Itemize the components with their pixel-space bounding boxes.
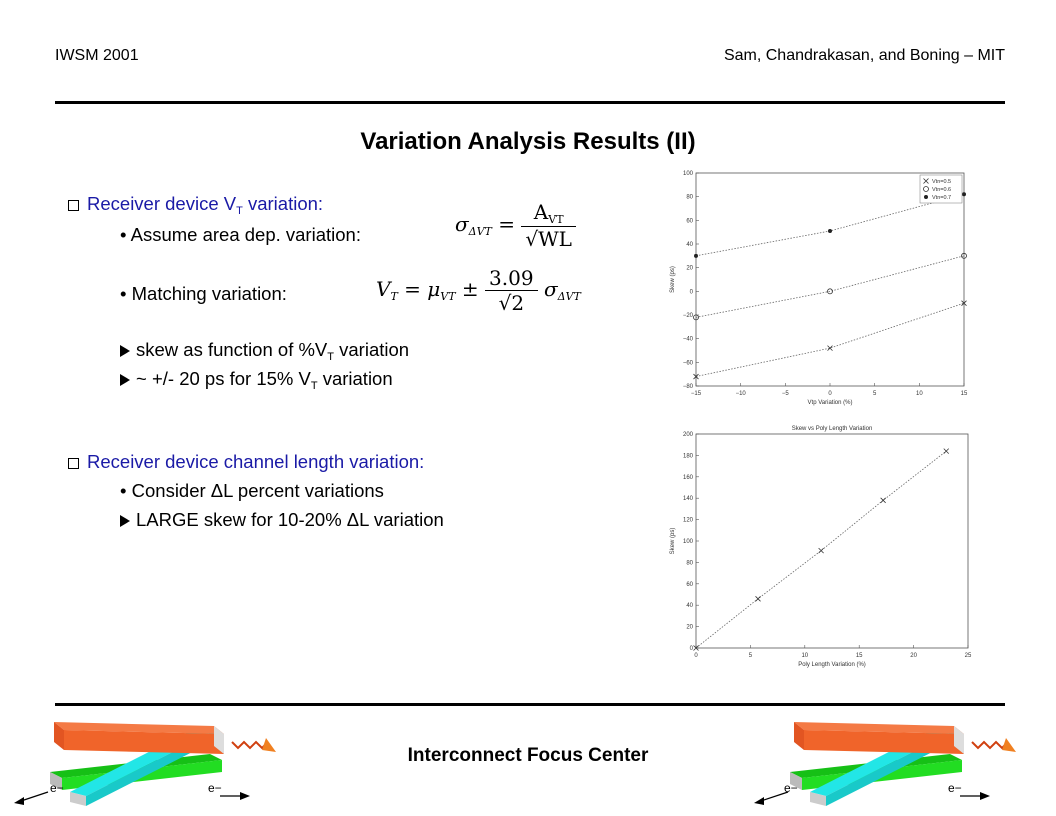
checkbox-bullet-icon [68, 458, 79, 469]
x-tick-label: 5 [873, 391, 877, 397]
data-point [827, 345, 833, 351]
series-line [695, 302, 965, 377]
y-tick-label: 60 [686, 582, 693, 588]
page-title: Variation Analysis Results (II) [360, 128, 696, 155]
series-line [695, 450, 947, 649]
y-axis-label: Skew (ps) [670, 528, 676, 555]
y-tick-label: −80 [683, 384, 694, 390]
data-point [755, 595, 761, 602]
data-point [962, 192, 966, 197]
y-tick-label: 160 [683, 475, 694, 481]
x-tick-label: 15 [961, 391, 968, 397]
data-point [880, 497, 886, 504]
y-tick-label: 100 [683, 539, 694, 545]
interconnect-logo-left: e− e− [14, 722, 276, 806]
arrow-bullet-icon [120, 374, 130, 386]
legend-entry: Vtn=0.7 [932, 195, 951, 201]
legend-marker [924, 195, 928, 199]
x-tick-label: 10 [801, 653, 808, 659]
data-point [693, 314, 699, 321]
header-left: IWSM 2001 [55, 47, 139, 64]
data-point [693, 645, 699, 651]
y-tick-label: 80 [686, 560, 693, 566]
y-tick-label: 20 [686, 266, 693, 272]
bottom-rule [55, 703, 1005, 706]
legend-marker [923, 178, 929, 184]
electron-label: e− [208, 781, 222, 795]
data-point [961, 300, 967, 306]
section2-heading: Receiver device channel length variation… [68, 451, 424, 473]
x-tick-label: −5 [782, 391, 790, 397]
y-tick-label: 120 [683, 518, 694, 524]
footer-label: Interconnect Focus Center [407, 745, 649, 766]
section1-bullet-matching: • Matching variation: [120, 283, 287, 304]
y-tick-label: 60 [686, 218, 693, 224]
y-tick-label: 180 [683, 453, 694, 459]
y-tick-label: 100 [683, 171, 694, 177]
data-point [828, 228, 832, 233]
interconnect-logo-right: e− e− [754, 722, 1016, 806]
section1-bullet-area: • Assume area dep. variation: [120, 224, 361, 245]
chart-poly-length-variation: 0 5 10 15 20 25 0 20 40 60 80 100 120 140 160 180 200 Pol… [670, 426, 972, 668]
section1-arrow-skew: skew as function of %VT variation [120, 339, 409, 363]
data-point [694, 253, 698, 258]
x-axis-label: Vtp Variation (%) [808, 400, 853, 406]
y-tick-label: 40 [686, 242, 693, 248]
x-tick-label: −10 [736, 391, 747, 397]
chart-title: Skew vs Poly Length Variation [792, 426, 873, 432]
x-tick-label: 15 [856, 653, 863, 659]
y-axis-label: Skew (ps) [670, 266, 676, 293]
arrow-bullet-icon [120, 345, 130, 357]
y-tick-label: 80 [686, 195, 693, 201]
electron-label: e− [948, 781, 962, 795]
data-point [693, 373, 699, 380]
y-tick-label: 40 [686, 603, 693, 609]
x-tick-label: 25 [965, 653, 972, 659]
section1-heading: Receiver device VT variation: [68, 193, 323, 217]
electron-label: e− [50, 781, 64, 795]
section2-bullet-delta-l: • Consider ΔL percent variations [120, 480, 384, 501]
x-tick-label: 0 [828, 391, 832, 397]
data-point [818, 547, 824, 554]
y-tick-label: 20 [686, 625, 693, 631]
section2-arrow-large-skew: LARGE skew for 10-20% ΔL variation [120, 509, 444, 531]
y-tick-label: 0 [690, 289, 694, 295]
x-tick-label: −15 [691, 391, 702, 397]
y-tick-label: 200 [683, 432, 694, 438]
checkbox-bullet-icon [68, 200, 79, 211]
legend-marker [923, 186, 929, 192]
section1-arrow-magnitude: ~ +/- 20 ps for 15% VT variation [120, 368, 393, 392]
interconnect-logo-icon [754, 722, 1016, 806]
y-tick-label: 140 [683, 496, 694, 502]
y-tick-label: −60 [683, 360, 694, 366]
electron-label: e− [784, 781, 798, 795]
series-line [695, 255, 965, 318]
data-point [827, 288, 833, 295]
chart-vtp-variation: −15 −10 −5 0 5 10 15 −80 −60 −40 −20 0 20 40 60 80 100 Vt… [670, 171, 968, 406]
legend-entry: Vtn=0.6 [932, 187, 951, 193]
y-tick-label: −20 [683, 313, 694, 319]
x-tick-label: 0 [694, 653, 698, 659]
equation-area-dependence: σΔVT = AVT √WL [455, 200, 576, 251]
top-rule [55, 101, 1005, 104]
plot-area [695, 172, 965, 387]
interconnect-logo-icon [14, 722, 276, 806]
header-right: Sam, Chandrakasan, and Boning – MIT [723, 47, 1005, 64]
arrow-bullet-icon [120, 515, 130, 527]
x-tick-label: 10 [916, 391, 923, 397]
legend-entry: Vtn=0.5 [932, 179, 951, 185]
y-tick-label: 0 [690, 646, 694, 652]
y-tick-label: −40 [683, 337, 694, 343]
x-axis-label: Poly Length Variation (%) [798, 662, 866, 668]
x-tick-label: 5 [749, 653, 753, 659]
data-point [943, 448, 950, 454]
x-tick-label: 20 [910, 653, 917, 659]
equation-matching: VT = μVT ± 3.09 √2 σΔVT [376, 266, 581, 315]
data-point [961, 252, 967, 259]
